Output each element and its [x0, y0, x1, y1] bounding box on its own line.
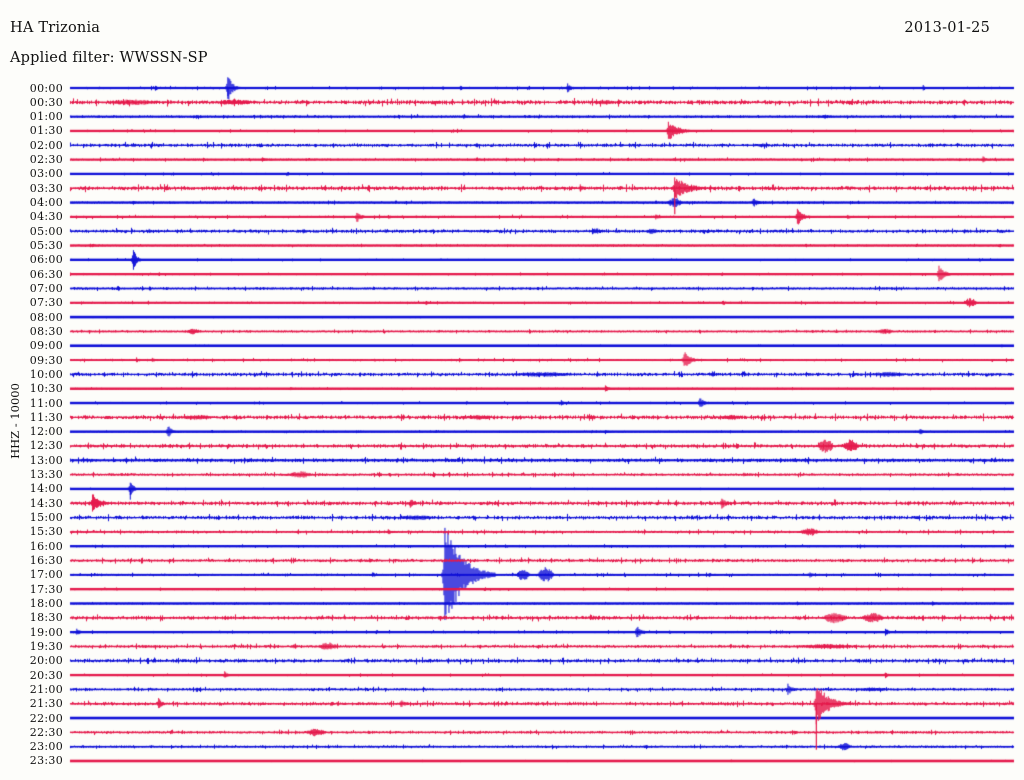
time-label-1630: 16:30 [29, 554, 63, 568]
y-axis-channel-scale-label: HHZ - 10000 [8, 383, 22, 459]
applied-filter-label: Applied filter: WWSSN-SP [10, 50, 208, 66]
time-label-0430: 04:30 [29, 210, 63, 224]
time-label-2330: 23:30 [29, 754, 63, 768]
time-label-0330: 03:30 [29, 181, 63, 195]
time-label-1700: 17:00 [29, 568, 63, 582]
time-label-1130: 11:30 [29, 410, 63, 424]
time-label-0300: 03:00 [29, 167, 63, 181]
time-label-1330: 13:30 [29, 468, 63, 482]
time-label-0200: 02:00 [29, 138, 63, 152]
time-label-0100: 01:00 [29, 110, 63, 124]
time-label-1230: 12:30 [29, 439, 63, 453]
time-label-1500: 15:00 [29, 511, 63, 525]
time-label-2300: 23:00 [29, 740, 63, 754]
time-label-1930: 19:30 [29, 639, 63, 653]
time-label-0600: 06:00 [29, 253, 63, 267]
time-label-0730: 07:30 [29, 296, 63, 310]
time-label-0800: 08:00 [29, 310, 63, 324]
time-label-0630: 06:30 [29, 267, 63, 281]
time-label-2100: 21:00 [29, 682, 63, 696]
time-label-1830: 18:30 [29, 611, 63, 625]
time-label-1200: 12:00 [29, 425, 63, 439]
time-label-1730: 17:30 [29, 582, 63, 596]
time-label-1900: 19:00 [29, 625, 63, 639]
time-label-1430: 14:30 [29, 496, 63, 510]
time-label-2000: 20:00 [29, 654, 63, 668]
time-label-1030: 10:30 [29, 382, 63, 396]
time-label-0830: 08:30 [29, 324, 63, 338]
time-label-0130: 01:30 [29, 124, 63, 138]
plot-date: 2013-01-25 [904, 20, 990, 36]
time-label-1000: 10:00 [29, 367, 63, 381]
station-title: HA Trizonia [10, 20, 101, 36]
time-label-2230: 22:30 [29, 725, 63, 739]
time-label-0530: 05:30 [29, 239, 63, 252]
time-label-0030: 00:30 [29, 95, 63, 109]
time-label-0230: 02:30 [29, 153, 63, 167]
time-label-1530: 15:30 [29, 525, 63, 539]
time-label-1800: 18:00 [29, 596, 63, 610]
time-label-0400: 04:00 [29, 196, 63, 210]
time-label-0930: 09:30 [29, 353, 63, 367]
time-label-0900: 09:00 [29, 339, 63, 353]
time-label-2030: 20:30 [29, 668, 63, 682]
time-label-0500: 05:00 [29, 224, 63, 238]
time-label-1300: 13:00 [29, 453, 63, 467]
time-label-1100: 11:00 [29, 396, 63, 410]
time-label-1400: 14:00 [29, 482, 63, 496]
time-label-0700: 07:00 [29, 281, 63, 295]
time-label-0000: 00:00 [29, 81, 63, 95]
time-label-1600: 16:00 [29, 539, 63, 553]
time-label-2200: 22:00 [29, 711, 63, 725]
time-label-2130: 21:30 [29, 697, 63, 711]
